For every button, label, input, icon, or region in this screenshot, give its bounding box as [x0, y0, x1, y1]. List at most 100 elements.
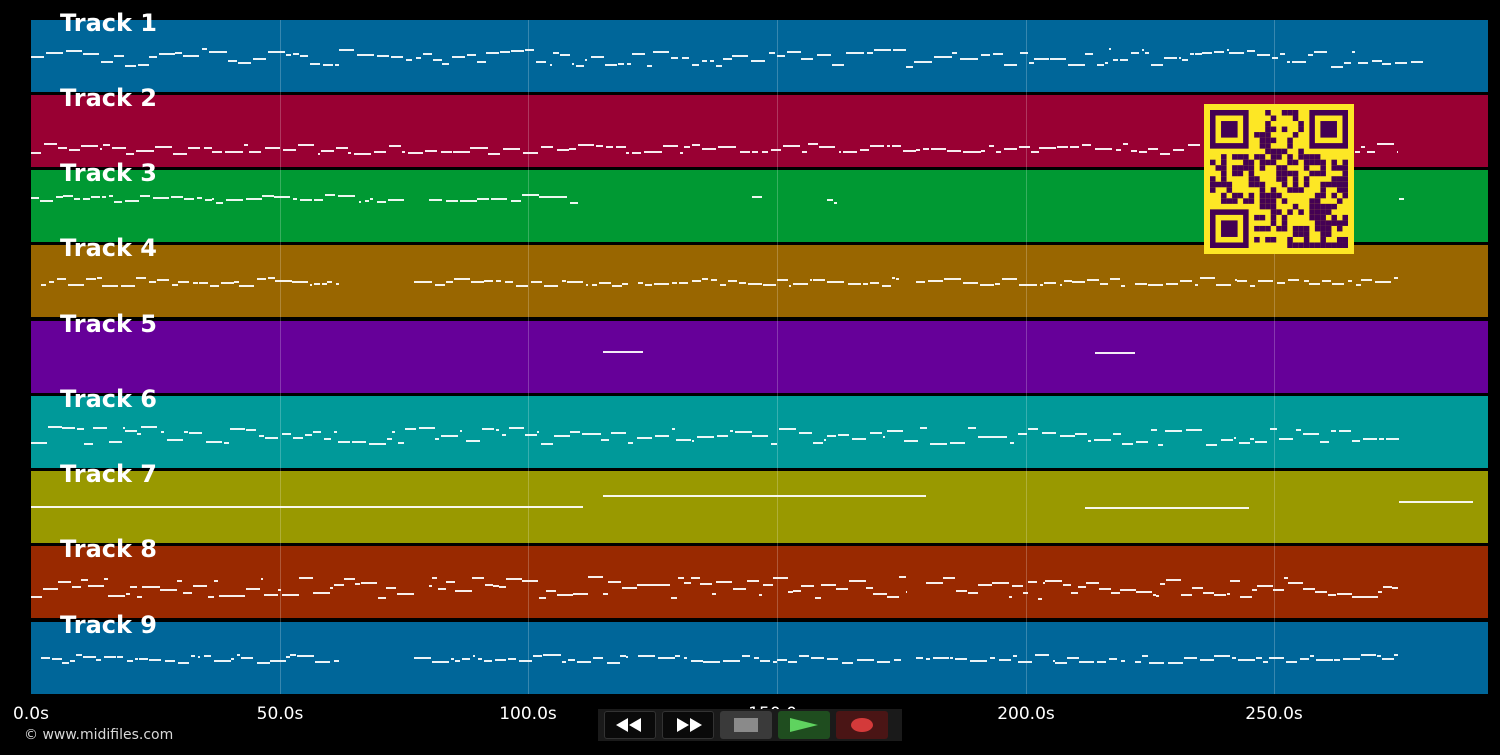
note-mark	[697, 436, 714, 439]
note-mark	[172, 152, 188, 155]
note-mark	[1030, 150, 1039, 153]
note-mark	[1003, 147, 1017, 150]
note-mark	[405, 59, 412, 62]
note-mark	[477, 61, 486, 64]
note-mark	[338, 440, 351, 443]
note-mark	[1376, 654, 1382, 657]
note-mark	[274, 196, 290, 199]
note-mark	[645, 283, 652, 286]
play-button[interactable]	[778, 711, 830, 739]
note-mark	[960, 58, 979, 61]
note-mark	[1116, 148, 1121, 151]
note-mark	[71, 585, 81, 588]
note-mark	[1233, 436, 1236, 439]
note-mark	[1398, 501, 1474, 504]
note-mark	[1033, 57, 1049, 60]
note-mark	[1148, 283, 1164, 286]
note-mark	[484, 279, 493, 282]
note-mark	[1184, 657, 1197, 660]
note-mark	[1059, 284, 1063, 287]
note-mark	[821, 583, 836, 586]
note-mark	[581, 432, 583, 435]
note-mark	[1043, 282, 1056, 285]
note-mark	[949, 442, 966, 445]
note-mark	[171, 283, 179, 286]
note-mark	[374, 151, 386, 154]
note-mark	[213, 659, 231, 662]
note-mark	[538, 596, 546, 599]
note-mark	[807, 143, 818, 146]
note-mark	[1019, 51, 1029, 54]
note-mark	[1278, 437, 1294, 440]
note-mark	[995, 150, 1002, 153]
track-lane: Track 8	[31, 535, 1488, 618]
rewind-button[interactable]	[604, 711, 656, 739]
note-mark	[1165, 578, 1181, 581]
track-label: Track 6	[60, 385, 158, 413]
note-mark	[827, 435, 837, 438]
note-mark	[228, 60, 238, 63]
note-mark	[1393, 277, 1399, 280]
note-mark	[1252, 589, 1257, 592]
note-mark	[129, 585, 137, 588]
note-mark	[1093, 439, 1112, 442]
note-mark	[1079, 661, 1095, 664]
note-mark	[286, 655, 290, 658]
note-mark	[208, 51, 227, 54]
note-mark	[1159, 582, 1166, 585]
note-mark	[339, 48, 355, 51]
note-mark	[165, 660, 175, 662]
note-mark	[584, 59, 588, 62]
note-mark	[262, 195, 274, 198]
note-mark	[886, 145, 890, 148]
note-mark	[1086, 582, 1099, 585]
note-mark	[769, 51, 776, 54]
fast-forward-button[interactable]	[662, 711, 714, 739]
note-mark	[314, 199, 323, 202]
note-mark	[671, 57, 679, 60]
note-mark	[1256, 584, 1273, 587]
note-mark	[626, 62, 631, 65]
note-mark	[141, 426, 157, 429]
note-mark	[1237, 659, 1256, 662]
note-mark	[977, 436, 995, 439]
record-button[interactable]	[836, 711, 888, 739]
grid-line	[1026, 20, 1027, 694]
stop-button[interactable]	[720, 711, 772, 739]
note-mark	[540, 442, 554, 445]
note-mark	[499, 51, 511, 54]
note-mark	[325, 194, 336, 197]
note-mark	[1190, 53, 1194, 56]
note-mark	[691, 280, 702, 282]
note-mark	[625, 151, 629, 154]
note-mark	[407, 151, 424, 154]
note-mark	[801, 584, 815, 587]
note-mark	[224, 441, 230, 444]
note-mark	[333, 431, 338, 434]
note-mark	[738, 281, 747, 284]
note-mark	[732, 54, 748, 57]
time-tick-label: 50.0s	[256, 704, 304, 724]
note-mark	[653, 283, 669, 286]
note-mark	[1151, 64, 1163, 67]
note-mark	[445, 200, 459, 202]
note-mark	[1057, 146, 1068, 148]
note-mark	[1394, 654, 1399, 657]
note-mark	[293, 436, 303, 439]
note-mark	[675, 654, 680, 657]
note-mark	[1165, 283, 1178, 286]
note-mark	[1332, 283, 1345, 285]
note-mark	[1099, 282, 1109, 285]
note-mark	[433, 59, 442, 62]
note-mark	[1028, 428, 1038, 431]
note-mark	[980, 284, 995, 287]
note-mark	[680, 152, 684, 155]
note-mark	[1303, 587, 1316, 590]
note-mark	[31, 595, 43, 598]
note-mark	[289, 654, 297, 657]
note-mark	[1164, 56, 1177, 59]
note-mark	[65, 49, 82, 52]
note-mark	[388, 199, 404, 202]
track-lane: Track 6	[31, 385, 1488, 468]
note-mark	[137, 63, 150, 66]
